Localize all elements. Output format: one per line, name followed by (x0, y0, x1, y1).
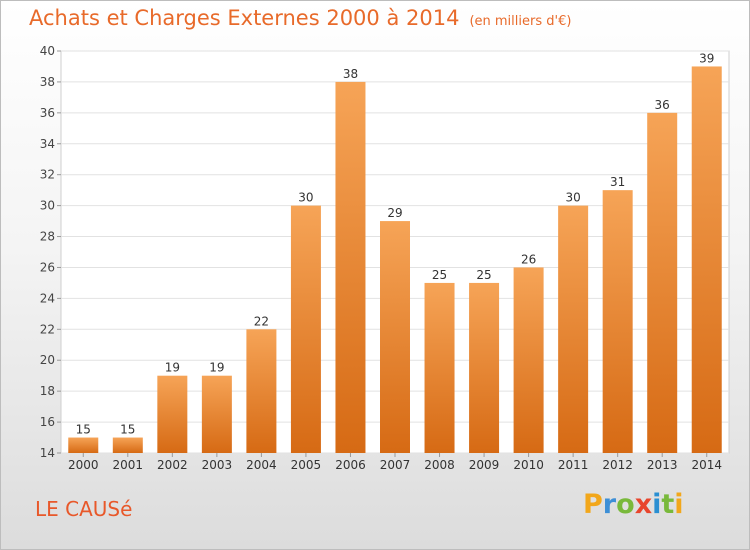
value-label: 15 (76, 423, 91, 437)
x-tick-label: 2003 (202, 458, 233, 472)
value-label: 36 (655, 98, 670, 112)
y-tick-label: 30 (40, 199, 55, 213)
y-tick-label: 22 (40, 322, 55, 336)
chart-title: Achats et Charges Externes 2000 à 2014 (e… (29, 6, 571, 30)
y-tick-label: 32 (40, 168, 55, 182)
y-tick-label: 24 (40, 291, 55, 305)
y-tick-label: 36 (40, 106, 55, 120)
proxiti-logo: Proxiti (583, 489, 684, 520)
y-tick-label: 14 (40, 446, 55, 460)
value-label: 31 (610, 175, 625, 189)
x-tick-label: 2014 (691, 458, 722, 472)
y-tick-label: 34 (40, 137, 55, 151)
logo-letter: x (634, 489, 653, 520)
value-label: 15 (120, 423, 135, 437)
value-label: 30 (298, 191, 313, 205)
bar-2004 (246, 329, 277, 453)
commune-name: LE CAUSé (35, 497, 133, 521)
value-label: 19 (209, 361, 224, 375)
bar-2013 (647, 112, 678, 453)
logo-letter: r (602, 489, 617, 520)
bar-2006 (335, 81, 366, 453)
x-tick-label: 2007 (380, 458, 411, 472)
bar-2008 (424, 282, 455, 453)
bar-2012 (602, 190, 633, 453)
value-label: 38 (343, 67, 358, 81)
x-tick-label: 2012 (602, 458, 633, 472)
bar-2005 (290, 205, 321, 453)
bar-2000 (68, 437, 99, 453)
x-tick-label: 2006 (335, 458, 366, 472)
x-tick-label: 2005 (291, 458, 322, 472)
x-tick-label: 2001 (113, 458, 144, 472)
logo-letter: t (661, 489, 675, 520)
y-tick-label: 20 (40, 353, 55, 367)
value-label: 25 (432, 268, 447, 282)
logo-letter: P (583, 489, 603, 520)
value-label: 19 (165, 361, 180, 375)
bar-2001 (112, 437, 143, 453)
x-tick-label: 2002 (157, 458, 188, 472)
chart-unit: (en milliers d'€) (469, 14, 572, 29)
x-tick-label: 2004 (246, 458, 277, 472)
y-tick-label: 40 (40, 44, 55, 58)
value-label: 29 (387, 206, 402, 220)
x-tick-label: 2010 (513, 458, 544, 472)
bar-2007 (380, 221, 410, 453)
value-label: 39 (699, 51, 714, 65)
x-tick-label: 2000 (68, 458, 99, 472)
bar-2010 (513, 267, 544, 453)
logo-letter: o (616, 489, 635, 520)
logo-letter: i (652, 489, 662, 520)
y-tick-label: 26 (40, 260, 55, 274)
bar-2003 (201, 375, 232, 453)
y-tick-label: 28 (40, 230, 55, 244)
bar-2014 (691, 66, 722, 453)
bar-2009 (469, 282, 500, 453)
labels: 14 16 18 20 22 24 26 28 30 32 34 36 38 40 15 2000 15 2001… (40, 44, 722, 472)
bar-2011 (558, 205, 589, 453)
x-tick-label: 2013 (647, 458, 678, 472)
x-tick-label: 2008 (424, 458, 455, 472)
value-label: 26 (521, 252, 536, 266)
x-tick-label: 2009 (469, 458, 500, 472)
bars (68, 66, 722, 453)
value-label: 22 (254, 314, 269, 328)
x-tick-label: 2011 (558, 458, 589, 472)
y-tick-label: 18 (40, 384, 55, 398)
value-label: 25 (476, 268, 491, 282)
y-tick-label: 38 (40, 75, 55, 89)
value-label: 30 (565, 191, 580, 205)
bar-2002 (157, 375, 188, 453)
chart-title-text: Achats et Charges Externes 2000 à 2014 (29, 6, 460, 30)
logo-letter: i (674, 489, 684, 520)
y-tick-label: 16 (40, 415, 55, 429)
